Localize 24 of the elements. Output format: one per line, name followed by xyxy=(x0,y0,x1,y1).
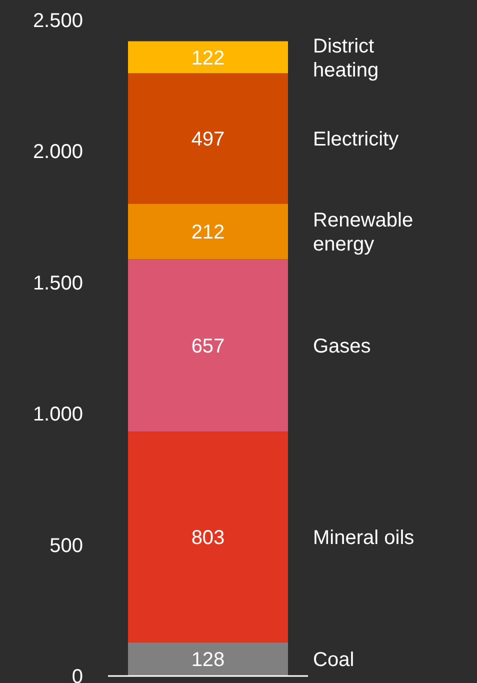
y-tick-label: 1.500 xyxy=(32,272,83,294)
bar xyxy=(128,73,288,204)
bar xyxy=(128,259,288,432)
data-label: 128 xyxy=(191,649,225,672)
bar xyxy=(128,204,288,260)
data-label: 803 xyxy=(191,527,225,550)
series-label: District heating xyxy=(313,35,379,82)
data-label: 122 xyxy=(191,47,225,70)
bar xyxy=(128,432,288,642)
data-label: 657 xyxy=(191,336,225,358)
y-tick-label: 500 xyxy=(50,534,83,557)
y-tick-label: 2.500 xyxy=(32,10,83,32)
series-label: Mineral oils xyxy=(313,527,414,550)
data-label: 212 xyxy=(191,221,225,244)
y-tick-label: 1.000 xyxy=(32,404,83,426)
series-label: Gases xyxy=(313,336,371,358)
bar xyxy=(128,642,288,676)
y-tick-label: 2.000 xyxy=(32,141,83,164)
series-label: Renewable energy xyxy=(313,209,414,256)
bar xyxy=(128,41,288,74)
series-label: Electricity xyxy=(313,128,399,150)
y-tick-label: 0 xyxy=(72,666,83,683)
data-label: 497 xyxy=(191,128,225,150)
series-label: Coal xyxy=(313,649,354,672)
